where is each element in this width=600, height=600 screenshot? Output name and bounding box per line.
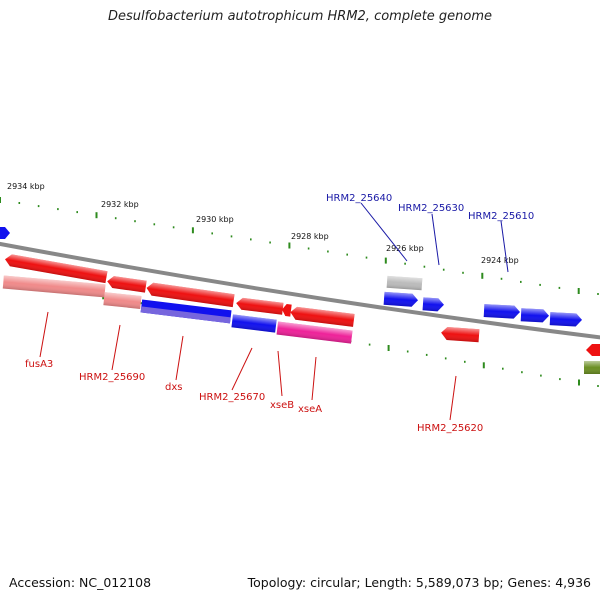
gene-box <box>276 321 353 344</box>
gene-label: dxs <box>165 382 182 393</box>
gene-box <box>584 361 600 374</box>
ruler-label: 2924 kbp <box>481 256 519 265</box>
gene-labels-above: HRM2_25640 HRM2_25630 HRM2_25610 <box>326 193 534 222</box>
ruler-label: 2926 kbp <box>386 244 424 253</box>
genome-summary: Topology: circular; Length: 5,589,073 bp… <box>247 575 591 590</box>
gene-features <box>0 227 600 374</box>
gene-label: HRM2_25620 <box>417 423 483 434</box>
gene-label: xseA <box>298 404 322 415</box>
gene-arrow <box>441 327 480 343</box>
genome-backbone <box>0 241 600 340</box>
accession-label: Accession: NC_012108 <box>9 575 152 590</box>
ruler-labels: 2934 kbp 2932 kbp 2930 kbp 2928 kbp 2926… <box>7 182 519 265</box>
gene-label: HRM2_25690 <box>79 372 145 383</box>
gene-arrow <box>146 282 235 308</box>
gene-box <box>2 275 106 298</box>
ruler-label: 2934 kbp <box>7 182 45 191</box>
gene-label: HRM2_25640 <box>326 193 392 204</box>
gene-box <box>231 314 277 333</box>
gene-label: xseB <box>270 400 294 411</box>
gene-box <box>386 275 423 291</box>
gene-arrow <box>282 304 292 317</box>
gene-arrow <box>483 304 521 319</box>
label-leaders <box>39 202 509 421</box>
gene-arrow <box>290 306 355 327</box>
gene-label: fusA3 <box>25 359 53 370</box>
gene-label: HRM2_25630 <box>398 203 464 214</box>
page-title: Desulfobacterium autotrophicum HRM2, com… <box>107 9 493 24</box>
gene-arrow <box>383 291 419 307</box>
gene-box <box>103 292 142 309</box>
gene-arrow <box>5 254 108 284</box>
gene-arrow <box>422 297 444 312</box>
ruler-label: 2930 kbp <box>196 215 234 224</box>
gene-arrow <box>549 312 583 327</box>
gene-arrow <box>236 297 284 315</box>
gene-label: HRM2_25610 <box>468 211 534 222</box>
gene-arrow <box>0 227 10 239</box>
gene-arrow <box>107 276 147 293</box>
ruler-label: 2932 kbp <box>101 200 139 209</box>
ruler-label: 2928 kbp <box>291 232 329 241</box>
gene-arrow <box>586 344 600 356</box>
gene-labels-below: fusA3 HRM2_25690 dxs HRM2_25670 xseB xse… <box>25 359 483 434</box>
gene-box <box>140 299 232 324</box>
gene-arrow <box>520 308 550 323</box>
gene-label: HRM2_25670 <box>199 392 265 403</box>
